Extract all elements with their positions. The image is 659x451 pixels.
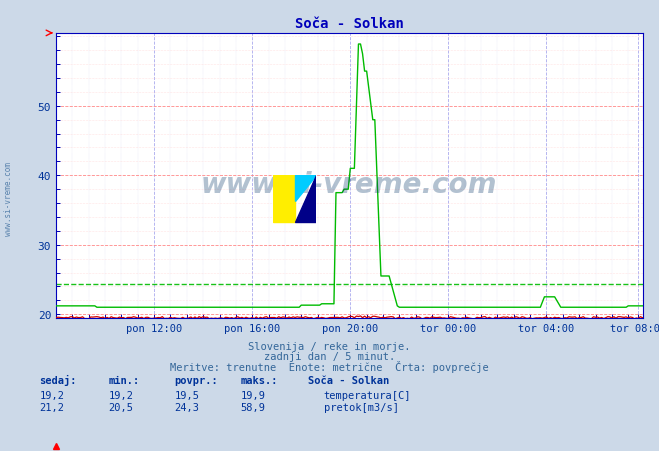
Text: temperatura[C]: temperatura[C] bbox=[324, 390, 411, 400]
Bar bbox=[273, 176, 295, 222]
Text: www.si-vreme.com: www.si-vreme.com bbox=[4, 161, 13, 235]
Text: min.:: min.: bbox=[109, 375, 140, 385]
Text: 58,9: 58,9 bbox=[241, 402, 266, 412]
Text: zadnji dan / 5 minut.: zadnji dan / 5 minut. bbox=[264, 351, 395, 361]
Text: 20,5: 20,5 bbox=[109, 402, 134, 412]
Text: Soča - Solkan: Soča - Solkan bbox=[308, 375, 389, 385]
Text: www.si-vreme.com: www.si-vreme.com bbox=[201, 170, 498, 198]
Text: 21,2: 21,2 bbox=[40, 402, 65, 412]
Text: povpr.:: povpr.: bbox=[175, 375, 218, 385]
Text: pretok[m3/s]: pretok[m3/s] bbox=[324, 402, 399, 412]
Text: 19,2: 19,2 bbox=[109, 390, 134, 400]
Text: Meritve: trenutne  Enote: metrične  Črta: povprečje: Meritve: trenutne Enote: metrične Črta: … bbox=[170, 360, 489, 372]
Polygon shape bbox=[295, 176, 316, 202]
Polygon shape bbox=[295, 176, 316, 222]
Text: 19,2: 19,2 bbox=[40, 390, 65, 400]
Text: 24,3: 24,3 bbox=[175, 402, 200, 412]
Text: maks.:: maks.: bbox=[241, 375, 278, 385]
Text: sedaj:: sedaj: bbox=[40, 374, 77, 385]
Text: 19,5: 19,5 bbox=[175, 390, 200, 400]
Text: 19,9: 19,9 bbox=[241, 390, 266, 400]
Title: Soča - Solkan: Soča - Solkan bbox=[295, 17, 404, 31]
Text: Slovenija / reke in morje.: Slovenija / reke in morje. bbox=[248, 341, 411, 351]
